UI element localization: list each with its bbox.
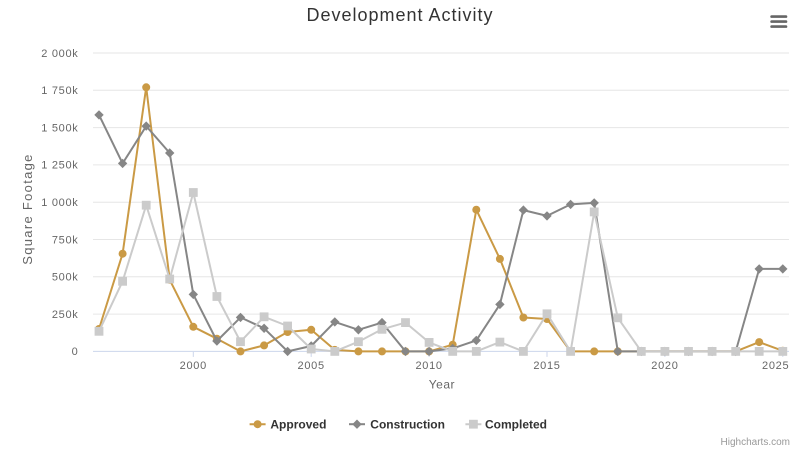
svg-text:Approved: Approved <box>270 417 326 431</box>
svg-text:2000: 2000 <box>180 360 207 372</box>
svg-text:250k: 250k <box>52 309 79 321</box>
svg-text:Square Footage: Square Footage <box>20 153 35 264</box>
svg-text:Year: Year <box>429 378 455 392</box>
svg-text:2015: 2015 <box>533 360 560 372</box>
svg-text:2010: 2010 <box>415 360 442 372</box>
svg-text:1 750k: 1 750k <box>41 85 78 97</box>
svg-text:2005: 2005 <box>298 360 325 372</box>
svg-text:2025: 2025 <box>762 360 789 372</box>
svg-text:2 000k: 2 000k <box>41 48 78 60</box>
svg-text:0: 0 <box>72 346 79 358</box>
svg-text:500k: 500k <box>52 272 79 284</box>
svg-text:Highcharts.com: Highcharts.com <box>721 437 790 448</box>
svg-text:2020: 2020 <box>651 360 678 372</box>
svg-text:750k: 750k <box>52 234 79 246</box>
svg-text:Development Activity: Development Activity <box>306 5 493 25</box>
svg-text:Completed: Completed <box>485 417 547 431</box>
svg-text:1 000k: 1 000k <box>41 197 78 209</box>
svg-text:1 250k: 1 250k <box>41 160 78 172</box>
svg-text:Construction: Construction <box>370 417 445 431</box>
svg-text:1 500k: 1 500k <box>41 122 78 134</box>
